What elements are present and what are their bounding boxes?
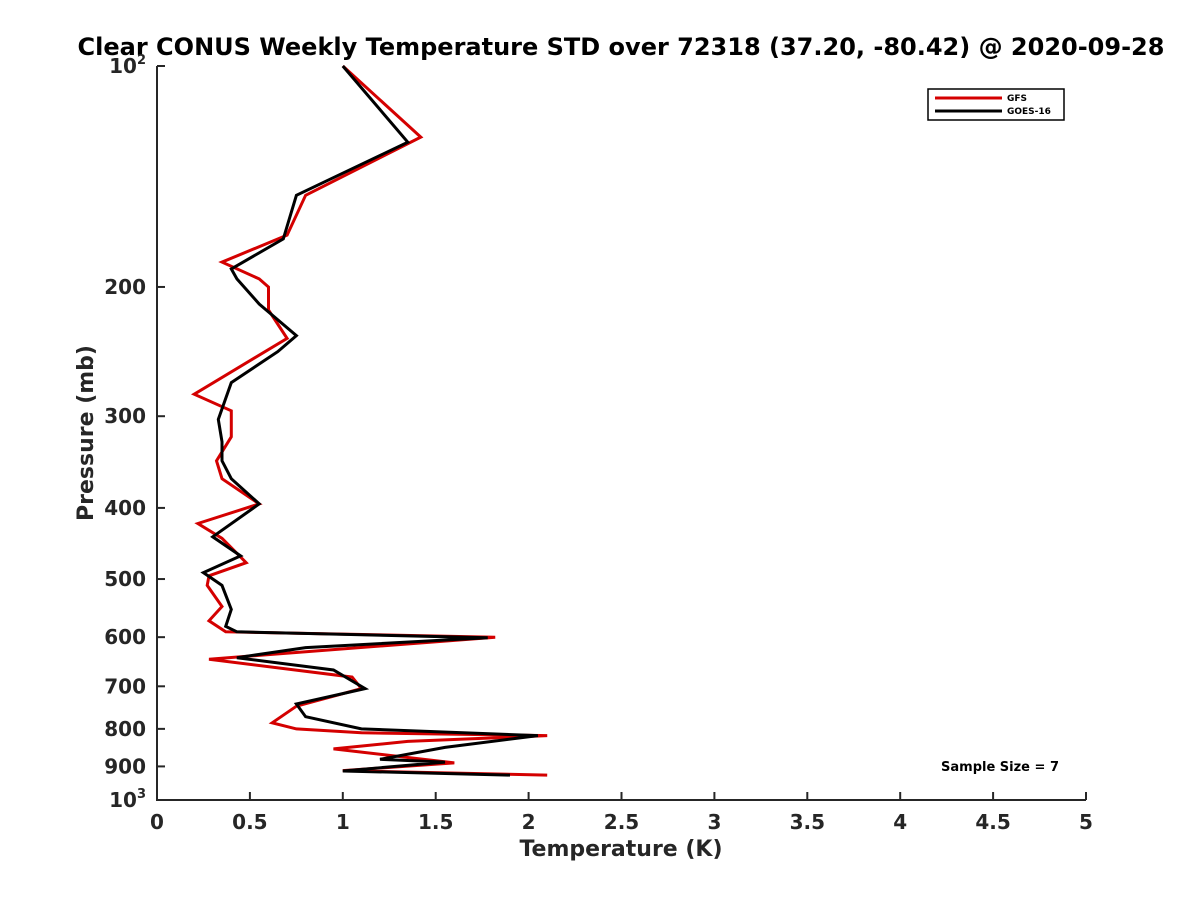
legend-label: GOES-16 bbox=[1007, 107, 1051, 117]
x-tick-label: 3 bbox=[707, 810, 721, 834]
x-tick-label: 2 bbox=[522, 810, 536, 834]
y-tick-label: 800 bbox=[104, 717, 146, 741]
y-tick-label: 700 bbox=[104, 674, 146, 698]
x-ticks: 0 0.5 1 1.5 2 2.5 3 3.5 4 4.5 5 bbox=[150, 792, 1093, 834]
plot-lines bbox=[190, 64, 548, 777]
x-tick-label: 3.5 bbox=[790, 810, 825, 834]
x-axis-label: Temperature (K) bbox=[519, 837, 722, 862]
y-tick-label: 900 bbox=[104, 754, 146, 778]
sample-size-annotation: Sample Size = 7 bbox=[941, 760, 1059, 775]
y-tick-label: 102 bbox=[109, 53, 146, 78]
x-tick-label: 0 bbox=[150, 810, 164, 834]
legend-box bbox=[927, 88, 1065, 121]
x-tick-label: 4.5 bbox=[975, 810, 1010, 834]
y-tick-label: 103 bbox=[109, 787, 146, 812]
chart-title: Clear CONUS Weekly Temperature STD over … bbox=[78, 33, 1165, 61]
y-tick-label: 300 bbox=[104, 404, 146, 428]
x-tick-label: 1.5 bbox=[418, 810, 453, 834]
series-line-goes-16 bbox=[200, 65, 539, 777]
y-tick-label: 600 bbox=[104, 625, 146, 649]
y-tick-label: 500 bbox=[104, 567, 146, 591]
x-tick-label: 5 bbox=[1079, 810, 1093, 834]
x-tick-label: 2.5 bbox=[604, 810, 639, 834]
y-tick-label: 200 bbox=[104, 275, 146, 299]
y-ticks: 102 200 300 400 500 600 700 800 900 103 bbox=[104, 53, 165, 812]
y-axis-label: Pressure (mb) bbox=[74, 345, 99, 521]
legend: GFS GOES-16 bbox=[927, 88, 1065, 121]
y-tick-label: 400 bbox=[104, 496, 146, 520]
x-tick-label: 4 bbox=[893, 810, 907, 834]
legend-label: GFS bbox=[1007, 94, 1027, 104]
x-tick-label: 0.5 bbox=[232, 810, 267, 834]
x-tick-label: 1 bbox=[336, 810, 350, 834]
